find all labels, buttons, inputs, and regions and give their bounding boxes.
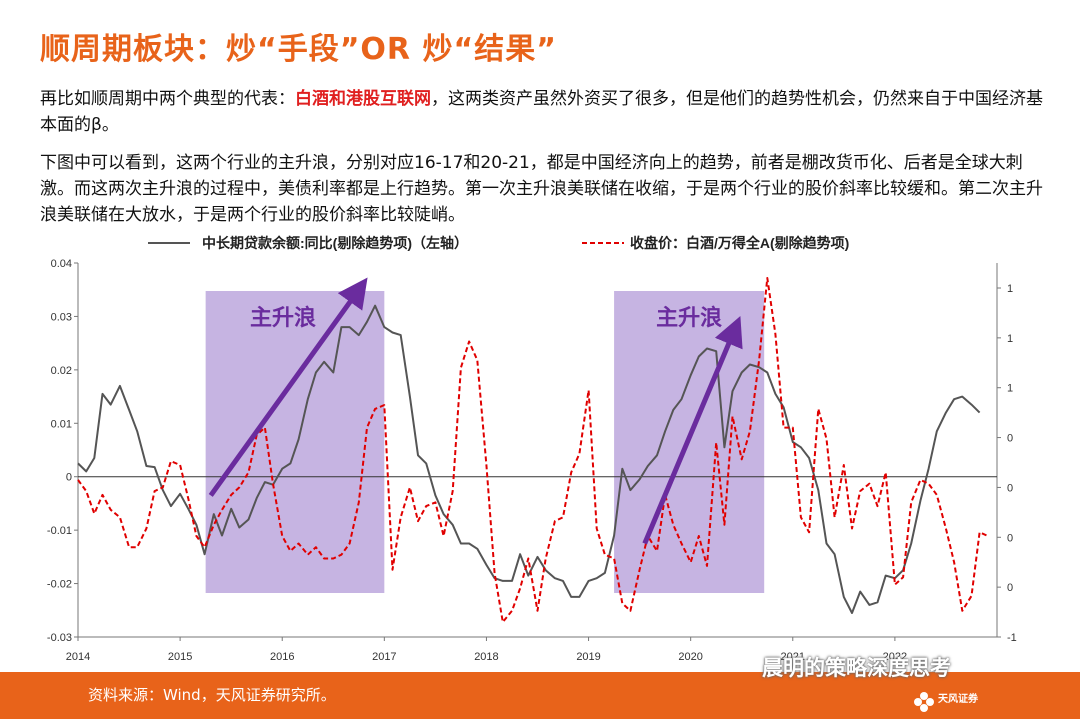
paragraph-intro: 再比如顺周期中两个典型的代表：白酒和港股互联网，这两类资产虽然外资买了很多，但是… xyxy=(40,86,1050,138)
page-title: 顺周期板块：炒“手段”OR 炒“结果” xyxy=(40,32,557,67)
right-tick-label: 0 xyxy=(1007,582,1013,594)
left-tick-label: 0.01 xyxy=(51,418,72,430)
left-tick-label: 0 xyxy=(66,472,72,484)
left-tick-label: -0.02 xyxy=(47,579,72,591)
source-note: 资料来源：Wind，天风证券研究所。 xyxy=(88,686,336,704)
footer-bar: 资料来源：Wind，天风证券研究所。 晨明的策略深度思考 天风证券 xyxy=(0,656,1080,719)
left-tick-label: 0.03 xyxy=(51,311,72,323)
x-tick-label: 2022 xyxy=(883,651,907,663)
series-line-1 xyxy=(77,304,981,614)
left-tick-label: -0.01 xyxy=(47,525,72,537)
right-tick-label: 0 xyxy=(1007,532,1013,544)
dual-axis-line-chart: 0.04 0.03 0.02 0.01 0 -0.01 -0.02 -0.03 1 1 1 0 0 0 0 -… xyxy=(47,235,1017,663)
right-tick-label: 0 xyxy=(1007,433,1013,445)
right-tick-label: 1 xyxy=(1007,333,1013,345)
left-tick-label: 0.04 xyxy=(51,258,72,270)
x-tick-label: 2018 xyxy=(474,651,498,663)
wechat-watermark: 晨明的策略深度思考 xyxy=(762,656,951,680)
right-tick-label: 1 xyxy=(1007,283,1013,295)
legend-label-1: 中长期贷款余额:同比(剔除趋势项)（左轴） xyxy=(202,235,468,251)
logo-text: 天风证券 xyxy=(938,694,978,705)
right-tick-label: -1 xyxy=(1007,632,1017,644)
shaded-region-1 xyxy=(205,291,385,593)
x-tick-label: 2020 xyxy=(678,651,702,663)
x-tick-label: 2017 xyxy=(372,651,396,663)
x-tick-label: 2014 xyxy=(66,651,90,663)
highlight-sectors: 白酒和港股互联网 xyxy=(295,89,431,109)
x-tick-label: 2016 xyxy=(270,651,294,663)
region-label-2: 主升浪 xyxy=(656,305,722,330)
paragraph-intro-rest: ，这两类资产虽然外资买了很多，但是他们的趋势性机会，仍然来自于中国经济基本面的β… xyxy=(40,89,1043,135)
legend-label-2: 收盘价：白酒/万得全A(剔除趋势项) xyxy=(630,235,849,251)
tianfeng-logo-icon xyxy=(914,692,934,712)
region-label-1: 主升浪 xyxy=(250,305,316,330)
trend-arrow-1 xyxy=(208,277,368,497)
left-tick-label: -0.03 xyxy=(47,632,72,644)
left-tick-label: 0.02 xyxy=(51,365,72,377)
paragraph-intro-lead: 再比如顺周期中两个典型的代表： xyxy=(40,89,295,109)
right-tick-label: 0 xyxy=(1007,482,1013,494)
right-tick-label: 1 xyxy=(1007,383,1013,395)
x-tick-label: 2019 xyxy=(576,651,600,663)
paragraph-analysis: 下图中可以看到，这两个行业的主升浪，分别对应16-17和20-21，都是中国经济… xyxy=(40,153,1043,225)
x-tick-label: 2021 xyxy=(781,651,805,663)
trend-arrow-2 xyxy=(642,315,743,545)
x-tick-label: 2015 xyxy=(168,651,192,663)
